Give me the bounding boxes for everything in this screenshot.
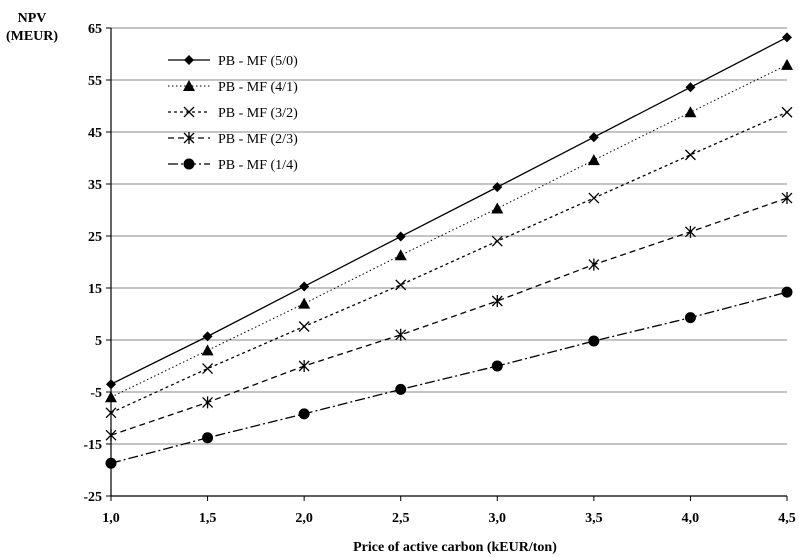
y-tick-label: 35: [88, 178, 102, 193]
data-point: [685, 82, 696, 93]
data-point: [202, 396, 214, 409]
data-point: [781, 192, 793, 205]
data-point: [202, 331, 213, 342]
legend-marker: [184, 55, 194, 65]
data-point: [298, 321, 310, 332]
data-point: [684, 225, 696, 238]
series-2: [105, 58, 793, 403]
y-tick-label: 55: [88, 74, 102, 89]
data-point: [684, 106, 697, 118]
data-point: [684, 149, 696, 161]
data-point: [298, 408, 310, 420]
y-tick-label: 25: [88, 230, 102, 245]
legend-entry: PB - MF (1/4): [168, 158, 298, 173]
data-point: [395, 279, 407, 291]
data-point: [781, 58, 793, 70]
data-point: [782, 32, 792, 43]
x-tick-label: 1,5: [199, 511, 217, 526]
x-tick-label: 2,5: [392, 511, 410, 526]
y-tick-label: -25: [83, 490, 102, 505]
x-tick-label: 2,0: [295, 511, 313, 526]
series-1: [106, 32, 792, 390]
series-line: [110, 291, 788, 464]
y-axis-title-line-1: NPV: [18, 11, 47, 26]
series-line: [110, 111, 788, 414]
data-point: [588, 132, 599, 143]
legend-entry: PB - MF (3/2): [168, 106, 298, 121]
y-axis-title-line-2: (MEUR): [6, 29, 58, 44]
data-point: [395, 328, 407, 341]
legend-marker: [183, 80, 195, 91]
data-point: [781, 286, 793, 298]
data-point: [491, 235, 503, 247]
legend-marker: [183, 132, 195, 144]
legend: PB - MF (5/0) PB - MF (4/1) PB - MF (3/2) P…: [168, 54, 298, 173]
data-point: [395, 231, 406, 242]
data-point: [298, 297, 311, 309]
series-5: [105, 286, 793, 469]
data-point: [201, 344, 214, 356]
axes: [110, 28, 787, 497]
series-3: [105, 106, 793, 419]
data-point: [299, 281, 310, 292]
data-point: [395, 383, 407, 395]
grid-lines: [111, 27, 787, 445]
y-tick-label: 5: [95, 334, 102, 349]
legend-entry: PB - MF (4/1): [168, 80, 298, 95]
series-layer: [105, 32, 793, 469]
data-point: [588, 192, 600, 204]
legend-entry: PB - MF (2/3): [168, 132, 298, 147]
data-point: [492, 182, 503, 193]
data-point: [491, 202, 504, 214]
legend-marker: [183, 158, 195, 170]
x-tick-label: 3,5: [585, 511, 603, 526]
data-point: [491, 295, 503, 307]
tick-labels: -25 -15 -5 5 15 25 35 45 55 65 1,0 1,5 2,0 2,5 3,0 3,5 4…: [83, 22, 795, 526]
x-axis-title: Price of active carbon (kEUR/ton): [353, 540, 557, 555]
data-point: [491, 360, 503, 372]
y-tick-label: 45: [88, 126, 102, 141]
legend-marker: [183, 106, 195, 118]
x-tick-label: 3,0: [489, 511, 507, 526]
data-point: [684, 312, 696, 324]
y-tick-label: 65: [88, 22, 102, 37]
legend-entry: PB - MF (5/0): [168, 54, 298, 69]
data-point: [781, 106, 793, 118]
legend-label: PB - MF (2/3): [218, 132, 298, 147]
x-tick-label: 4,5: [778, 511, 796, 526]
y-tick-label: -15: [83, 438, 102, 453]
legend-label: PB - MF (4/1): [218, 80, 298, 95]
series-line: [110, 64, 788, 398]
data-point: [202, 363, 214, 375]
y-tick-label: -5: [90, 386, 102, 401]
data-point: [298, 360, 310, 372]
legend-label: PB - MF (1/4): [218, 158, 298, 173]
x-tick-label: 1,0: [102, 511, 120, 526]
data-point: [394, 249, 407, 261]
data-point: [588, 335, 600, 347]
data-point: [587, 154, 600, 166]
series-line: [110, 36, 788, 385]
legend-label: PB - MF (3/2): [218, 106, 298, 121]
data-point: [202, 432, 214, 444]
data-point: [588, 258, 600, 271]
legend-label: PB - MF (5/0): [218, 54, 298, 69]
x-tick-label: 4,0: [682, 511, 700, 526]
y-tick-label: 15: [88, 282, 102, 297]
